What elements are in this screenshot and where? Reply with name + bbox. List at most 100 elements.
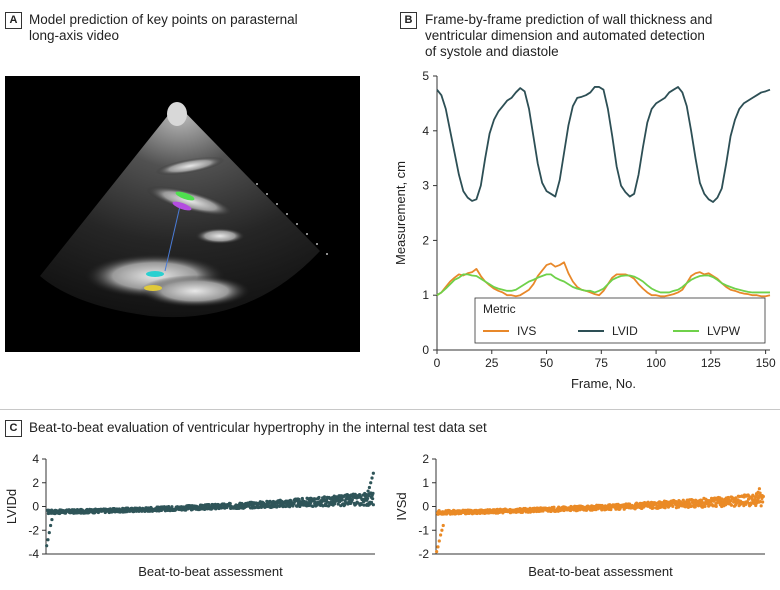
panel-c-title: Beat-to-beat evaluation of ventricular h…	[29, 420, 487, 435]
scatter-point	[170, 505, 174, 509]
panel-b-title-line3: of systole and diastole	[425, 44, 559, 59]
series-line-lvpw	[436, 273, 770, 296]
y-tick-label: 4	[32, 452, 39, 466]
series-line-lvid	[436, 86, 771, 203]
scatter-point	[759, 504, 763, 508]
scatter-point-outlier	[755, 493, 759, 497]
scatter-point	[261, 501, 266, 505]
scatter-point-outlier	[371, 471, 375, 475]
scatter-point	[336, 502, 340, 506]
scatter-point	[311, 504, 315, 509]
scatter-point-outlier	[437, 539, 441, 543]
scatter-point	[761, 494, 765, 499]
scatter-point-outlier	[440, 528, 444, 532]
scatter-point	[334, 498, 338, 503]
scatter-point	[552, 505, 556, 509]
y-tick-label: 0	[422, 343, 429, 357]
y-tick-label: 4	[422, 124, 429, 138]
scatter-point-outlier	[435, 550, 439, 554]
panel-a-title-line1: Model prediction of key points on parast…	[29, 12, 298, 27]
scatter-point	[753, 498, 757, 502]
x-tick-label: 50	[540, 356, 554, 370]
x-tick-label: 0	[434, 356, 441, 370]
lvidd-scatter-chart: -4 -2 0 2 4 Beat-to-beat assessment LVIDd	[4, 452, 375, 579]
scatter-point	[569, 508, 573, 513]
panel-c-label: C	[5, 420, 22, 437]
scatter-point-outlier	[366, 489, 370, 493]
y-tick-label: 0	[32, 500, 39, 514]
y-tick-label: 3	[422, 179, 429, 193]
scatter-point-outlier	[49, 523, 53, 528]
ivsd-scatter-chart: -2 -1 0 1 2 Beat-to-beat assessment IVSd	[394, 452, 765, 579]
scatter-point	[322, 495, 327, 499]
scatter-point	[734, 496, 738, 500]
panel-a-title-line2: long-axis video	[29, 28, 120, 43]
scatter-point	[371, 491, 375, 495]
scatter-point	[371, 497, 375, 501]
scatter-point	[365, 496, 370, 501]
legend-label-ivs: IVS	[517, 324, 536, 338]
echo-image-svg	[40, 102, 328, 318]
scatter-point	[317, 495, 321, 500]
y-axis-label: Measurement, cm	[393, 161, 408, 265]
scatter-point	[359, 502, 363, 507]
panel-b-title-line2: ventricular dimension and automated dete…	[425, 28, 705, 43]
x-tick-label: 75	[595, 356, 609, 370]
scatter-point	[159, 508, 164, 513]
y-tick-label: -2	[28, 523, 39, 537]
scatter-point	[336, 496, 340, 501]
scatter-point	[254, 505, 258, 510]
scatter-point	[288, 505, 292, 509]
panel-b-label: B	[400, 12, 417, 29]
scatter-point	[754, 503, 758, 508]
scatter-point	[729, 503, 734, 507]
legend-box	[474, 297, 766, 344]
scatter-point	[362, 503, 366, 507]
scatter-points	[45, 471, 375, 548]
scatter-point-outlier	[441, 523, 445, 528]
y-tick-label: 2	[422, 452, 429, 466]
scatter-point	[369, 500, 374, 505]
scatter-point	[600, 508, 604, 512]
y-tick-label: -1	[418, 523, 429, 537]
scatter-point	[729, 499, 733, 503]
scatter-point-outlier	[436, 545, 440, 549]
scatter-point-outlier	[50, 517, 54, 522]
scatter-point	[654, 501, 658, 505]
x-axis-label: Frame, No.	[571, 376, 636, 391]
panel-b-title-line1: Frame-by-frame prediction of wall thickn…	[425, 12, 713, 27]
y-axis-label: LVIDd	[4, 489, 19, 524]
scatter-point-outlier	[369, 481, 373, 485]
scatter-point-outlier	[439, 533, 443, 537]
scatter-point-outlier	[47, 531, 51, 535]
y-tick-label: 1	[422, 476, 429, 490]
panel-a-label: A	[5, 12, 22, 29]
y-tick-label: 2	[422, 233, 429, 247]
scatter-point	[167, 504, 171, 509]
echo-image	[5, 76, 360, 352]
scatter-point	[703, 504, 707, 508]
legend-label-lvid: LVID	[612, 324, 638, 338]
legend-label-lvpw: LVPW	[707, 324, 741, 338]
scatter-point	[203, 507, 207, 511]
scatter-point	[357, 492, 362, 497]
scatter-point	[371, 503, 375, 507]
y-tick-label: 1	[422, 288, 429, 302]
scatter-points	[435, 487, 765, 554]
x-axis-label: Beat-to-beat assessment	[528, 564, 673, 579]
scatter-point	[225, 505, 229, 510]
scatter-point-outlier	[46, 538, 50, 542]
y-axis-label: IVSd	[394, 492, 409, 520]
scatter-point	[350, 497, 354, 502]
y-tick-label: -4	[28, 547, 39, 561]
y-tick-label: 0	[422, 500, 429, 514]
scatter-point	[228, 502, 232, 506]
scatter-point	[714, 504, 718, 508]
scatter-point-outlier	[367, 485, 372, 490]
legend-title: Metric	[483, 302, 516, 316]
scatter-point	[761, 500, 765, 504]
scatter-point	[751, 493, 755, 497]
x-tick-label: 125	[701, 356, 721, 370]
series-line-ivs	[436, 261, 771, 298]
